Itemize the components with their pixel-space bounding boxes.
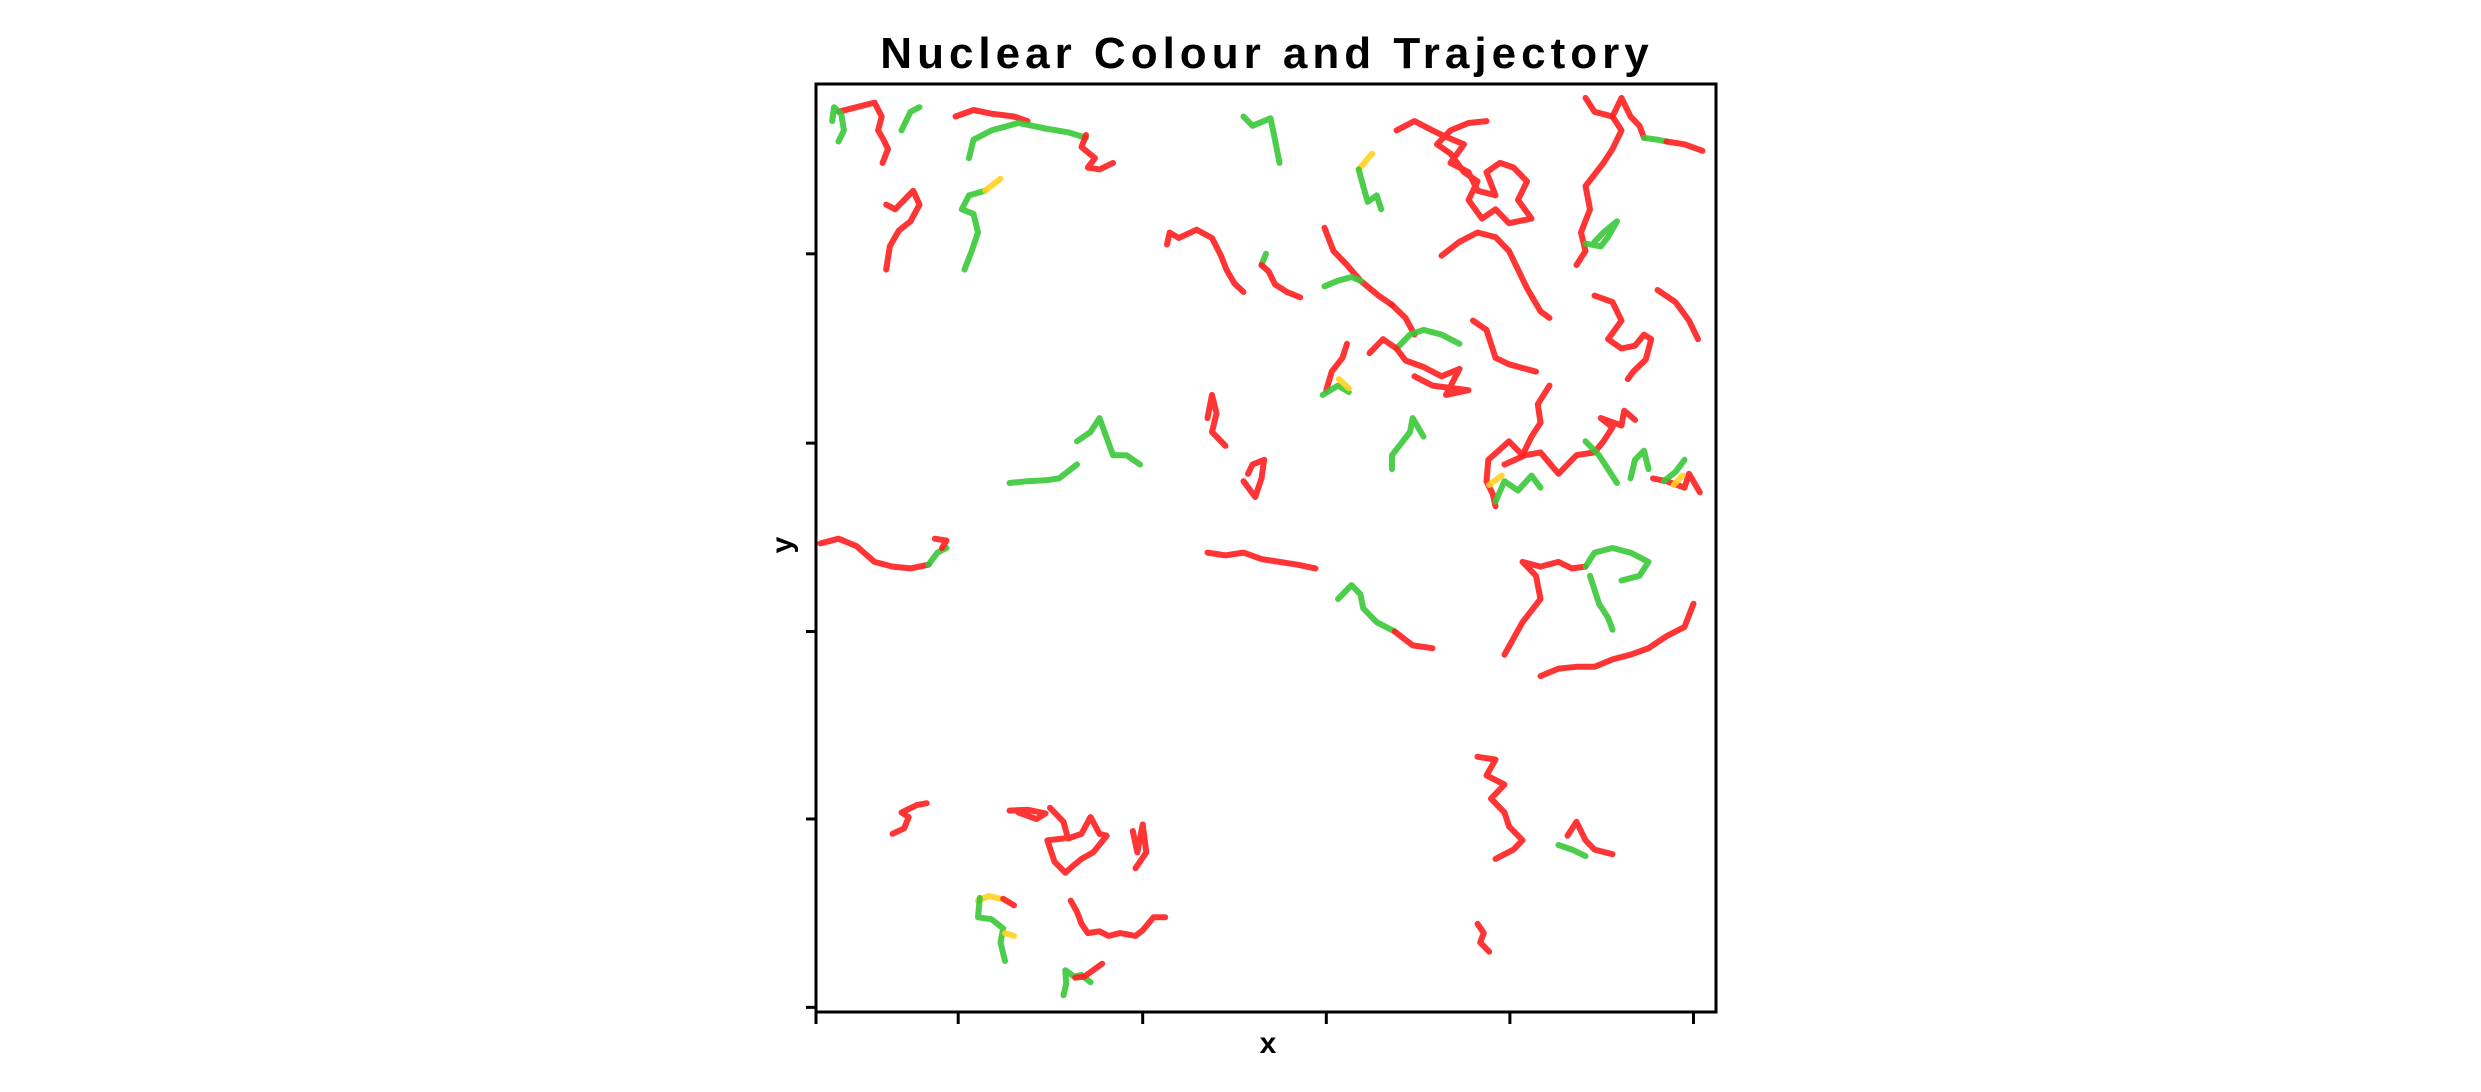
- trajectory-red-49: [931, 535, 950, 551]
- trajectory-green-20: [1641, 134, 1670, 145]
- trajectory-red-27: [1323, 340, 1350, 394]
- trajectory-green-14: [1355, 166, 1385, 213]
- trajectory-yellow-29: [1335, 376, 1352, 392]
- trajectory-green-45: [1660, 456, 1688, 485]
- trajectory-red-67: [1000, 895, 1017, 909]
- trajectory-red-60: [1129, 821, 1150, 872]
- trajectory-red-18: [1582, 94, 1616, 120]
- trajectory-green-51: [1335, 582, 1398, 635]
- trajectory-red-0: [835, 99, 891, 166]
- trajectory-green-40: [1492, 472, 1544, 505]
- trajectory-green-1: [829, 104, 847, 145]
- trajectory-green-37: [1006, 461, 1080, 486]
- trajectory-red-59: [1044, 804, 1110, 876]
- trajectory-red-57: [889, 800, 930, 837]
- trajectory-red-53: [1501, 558, 1589, 658]
- trajectory-red-15: [1393, 118, 1535, 227]
- trajectory-red-50: [1204, 549, 1319, 572]
- trajectory-red-10: [1164, 226, 1247, 295]
- trajectory-red-69: [1067, 897, 1169, 939]
- trajectory-green-4: [966, 120, 1089, 162]
- trajectory-green-48: [925, 545, 950, 568]
- trajectory-red-71: [1072, 960, 1106, 981]
- trajectory-green-9: [1240, 113, 1283, 166]
- trajectory-red-62: [1564, 818, 1616, 858]
- trajectory-red-32: [1591, 292, 1655, 383]
- trajectory-green-66: [975, 894, 1008, 964]
- chart-title: Nuclear Colour and Trajectory: [880, 29, 1653, 78]
- trajectory-red-22: [1321, 224, 1395, 308]
- trajectory-red-30: [1366, 336, 1472, 398]
- trajectory-green-63: [1555, 842, 1589, 860]
- y-axis-ticks: [806, 252, 816, 1009]
- trajectory-green-2: [898, 104, 923, 134]
- trajectory-red-3: [952, 107, 1031, 125]
- trajectory-yellow-8: [982, 175, 1004, 194]
- trajectory-green-7: [958, 187, 989, 273]
- plot-frame: [814, 82, 1718, 1014]
- trajectory-red-61: [1474, 753, 1526, 862]
- trajectory-green-25: [1393, 326, 1463, 352]
- trajectory-yellow-68: [1002, 930, 1017, 939]
- trajectory-green-36: [1074, 415, 1143, 468]
- trajectory-red-39: [1501, 407, 1638, 477]
- x-axis-label: x: [1260, 1027, 1277, 1060]
- trajectory-red-47: [817, 535, 932, 572]
- trajectory-red-35: [1240, 456, 1268, 500]
- y-axis-label: y: [766, 536, 799, 553]
- x-axis-ticks: [814, 1012, 1695, 1024]
- trajectory-red-56: [1537, 600, 1697, 680]
- trajectory-yellow-13: [1355, 150, 1376, 173]
- trajectory-yellow-41: [1486, 472, 1505, 488]
- trajectory-red-17: [1573, 94, 1647, 268]
- trajectory-red-24: [1389, 301, 1418, 338]
- trajectory-red-5: [1078, 132, 1116, 173]
- trajectory-green-43: [1627, 447, 1652, 482]
- trajectory-green-54: [1582, 545, 1652, 584]
- trajectory-red-52: [1391, 628, 1436, 652]
- trajectory-red-21: [1663, 138, 1706, 154]
- trajectory-red-64: [1474, 920, 1493, 955]
- trajectory-green-42: [1582, 438, 1620, 486]
- trajectory-red-16: [1438, 229, 1553, 321]
- trajectory-yellow-46: [1670, 472, 1686, 488]
- trajectory-green-19: [1582, 218, 1620, 250]
- trajectory-green-23: [1321, 274, 1364, 290]
- trajectory-red-58: [1006, 806, 1049, 822]
- trajectory-red-12: [1258, 262, 1304, 301]
- trajectory-green-55: [1587, 572, 1616, 633]
- trajectory-green-31: [1389, 415, 1427, 473]
- trajectory-red-6: [883, 187, 923, 273]
- trajectory-red-33: [1654, 287, 1701, 343]
- trajectory-green-28: [1319, 382, 1352, 398]
- trajectory-red-34: [1204, 391, 1229, 449]
- trajectory-layer: [817, 94, 1706, 999]
- trajectory-red-26: [1470, 317, 1539, 375]
